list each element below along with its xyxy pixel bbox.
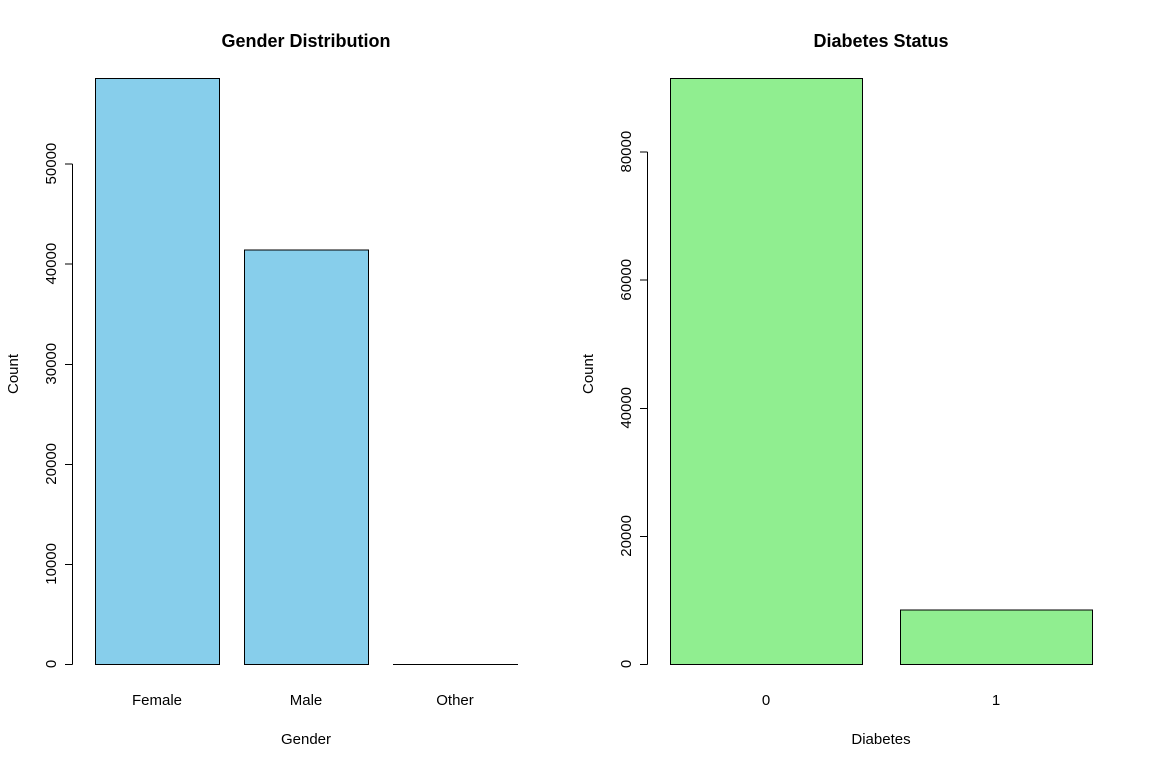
bar-male	[244, 249, 369, 666]
bar-group	[670, 78, 1093, 666]
bar-1	[900, 609, 1093, 666]
x-tick-label: 0	[762, 692, 770, 709]
y-axis-title: Count	[5, 353, 22, 394]
y-axis: 0 10000 20000 30000 40000 50000	[43, 143, 73, 668]
x-axis-title: Diabetes	[851, 731, 910, 748]
y-tick-label: 0	[43, 660, 60, 668]
x-tick-label: 1	[992, 692, 1000, 709]
y-tick-label: 50000	[43, 143, 60, 185]
x-axis-title: Gender	[281, 731, 331, 748]
y-tick-label: 20000	[618, 515, 635, 557]
y-axis: 0 20000 40000 60000 80000	[618, 131, 648, 668]
chart-title: Gender Distribution	[221, 31, 390, 51]
y-tick-label: 20000	[43, 443, 60, 485]
y-tick-label: 0	[618, 660, 635, 668]
chart-title: Diabetes Status	[813, 31, 948, 51]
y-tick-label: 60000	[618, 259, 635, 301]
y-tick-label: 10000	[43, 543, 60, 585]
diabetes-chart-panel: Diabetes Status Diabetes Count 0 20000 400…	[580, 31, 1093, 748]
x-tick-label: Other	[436, 692, 474, 709]
bar-0	[670, 78, 863, 665]
y-axis-title: Count	[580, 353, 597, 394]
x-axis-tick-labels: Female Male Other	[132, 692, 474, 709]
y-tick-label: 80000	[618, 131, 635, 173]
bar-group	[95, 78, 518, 666]
x-tick-label: Male	[290, 692, 323, 709]
gender-chart-panel: Gender Distribution Gender Count 0 10000 2…	[5, 31, 518, 748]
bar-female	[95, 78, 220, 665]
y-tick-label: 40000	[43, 243, 60, 285]
x-tick-label: Female	[132, 692, 182, 709]
y-tick-label: 30000	[43, 343, 60, 385]
y-tick-label: 40000	[618, 387, 635, 429]
